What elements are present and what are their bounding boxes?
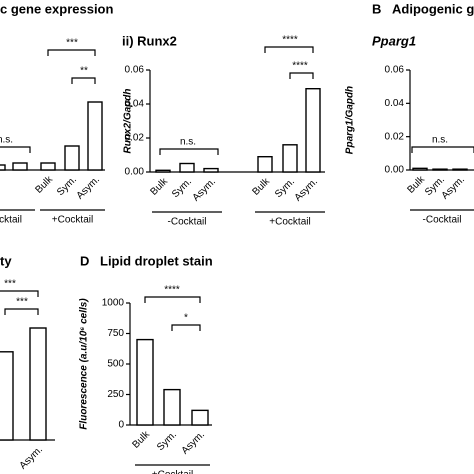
x-tick-label: Asym. [75,174,102,201]
x-tick-label: Asym. [18,444,45,471]
y-tick-label: 1000 [102,298,125,309]
panel-title: Adipogenic ge [392,1,474,16]
panel-title: ii) Runx2 [122,33,177,48]
group-label: +Cocktail [269,217,310,228]
bar [0,351,14,441]
significance-bracket [159,148,219,155]
panel-letter: B [372,1,381,16]
significance-label: ** [80,66,88,77]
significance-bracket [47,49,96,56]
bar [203,167,219,173]
bar [87,101,103,171]
significance-bracket [289,72,314,79]
significance-label: **** [164,285,180,296]
y-tick-label: 0.06 [385,65,405,76]
bar [40,162,56,171]
group-label: +Cocktail [52,215,93,226]
panel-title: c gene expression [0,1,113,16]
panel-subtitle: Pparg1 [372,33,416,48]
significance-label: **** [282,35,298,46]
bar [305,87,321,173]
bar [0,164,6,171]
significance-label: *** [16,297,28,308]
bar [163,388,181,426]
y-tick-label: 0.06 [125,65,145,76]
significance-bracket [0,290,39,297]
bar [282,144,298,173]
significance-label: * [184,313,188,324]
group-label: -Cocktail [0,215,22,226]
y-tick-label: 750 [107,328,124,339]
significance-label: *** [4,279,16,290]
significance-label: *** [66,38,78,49]
group-label: -Cocktail [168,217,207,228]
bar [155,169,171,173]
x-tick-label: Asym. [180,429,207,456]
significance-bracket [264,46,314,53]
bar [452,168,468,171]
x-tick-label: Asym. [191,176,218,203]
panel-title: ty [0,253,12,268]
x-tick-label: Asym. [293,176,320,203]
significance-label: n.s. [180,137,196,148]
panel-letter: D [80,253,89,268]
y-axis-label: Pparg1/Gapdh [345,86,356,154]
y-tick-label: 0.04 [385,98,405,109]
significance-label: **** [292,61,308,72]
significance-label: n.s. [432,135,448,146]
bar [432,168,448,171]
bar [12,162,28,171]
y-tick-label: 0.00 [385,165,405,176]
significance-bracket [411,146,474,153]
significance-bracket [144,296,201,303]
bar [191,409,209,426]
x-tick-label: Bulk [148,176,170,198]
bar [412,167,428,171]
y-axis-label: Runx2/Gapdh [123,88,134,153]
significance-bracket [71,77,96,84]
bar [257,155,273,173]
panel-title: Lipid droplet stain [100,253,213,268]
x-tick-label: Bulk [33,174,55,196]
y-tick-label: 0.02 [125,133,145,144]
significance-label: n.s. [0,135,13,146]
y-tick-label: 250 [107,389,124,400]
x-tick-label: Sym. [155,429,179,453]
group-label: +Cocktail [152,470,193,474]
y-axis-label: Fluorescence (a.u/10⁶ cells) [79,298,90,430]
x-tick-label: Asym. [440,174,467,201]
bar [136,338,154,426]
bar [179,162,195,173]
y-tick-label: 0.04 [125,99,145,110]
y-tick-label: 0.02 [385,131,405,142]
significance-bracket [0,146,31,153]
bar [29,327,47,441]
significance-bracket [171,324,201,331]
y-tick-label: 0.00 [125,167,145,178]
x-tick-label: Bulk [250,176,272,198]
significance-bracket [4,308,39,315]
x-tick-label: Bulk [130,429,152,451]
group-label: -Cocktail [423,215,462,226]
y-tick-label: 0 [118,420,124,431]
y-tick-label: 500 [107,359,124,370]
bar [64,145,80,171]
